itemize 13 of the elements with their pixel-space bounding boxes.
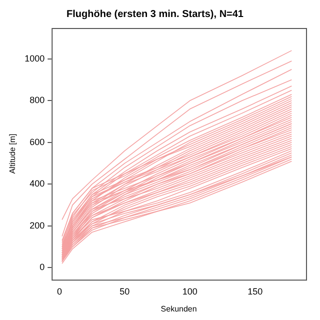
y-tick-label: 600 <box>30 136 45 147</box>
x-tick-label: 50 <box>120 286 130 296</box>
y-axis-title: Altitude [m] <box>8 134 18 174</box>
y-tick-label: 400 <box>30 178 45 189</box>
y-tick-label: 200 <box>30 220 45 230</box>
y-tick-label: 800 <box>30 95 45 106</box>
x-tick-label: 150 <box>248 286 263 296</box>
x-tick-label: 0 <box>56 286 62 296</box>
x-axis-title: Sekunden <box>160 304 197 314</box>
chart-title: Flughöhe (ersten 3 min. Starts), N=41 <box>66 8 244 20</box>
x-tick-label: 100 <box>182 286 198 296</box>
y-tick-label: 1000 <box>24 53 45 64</box>
y-tick-label: 0 <box>40 262 45 272</box>
